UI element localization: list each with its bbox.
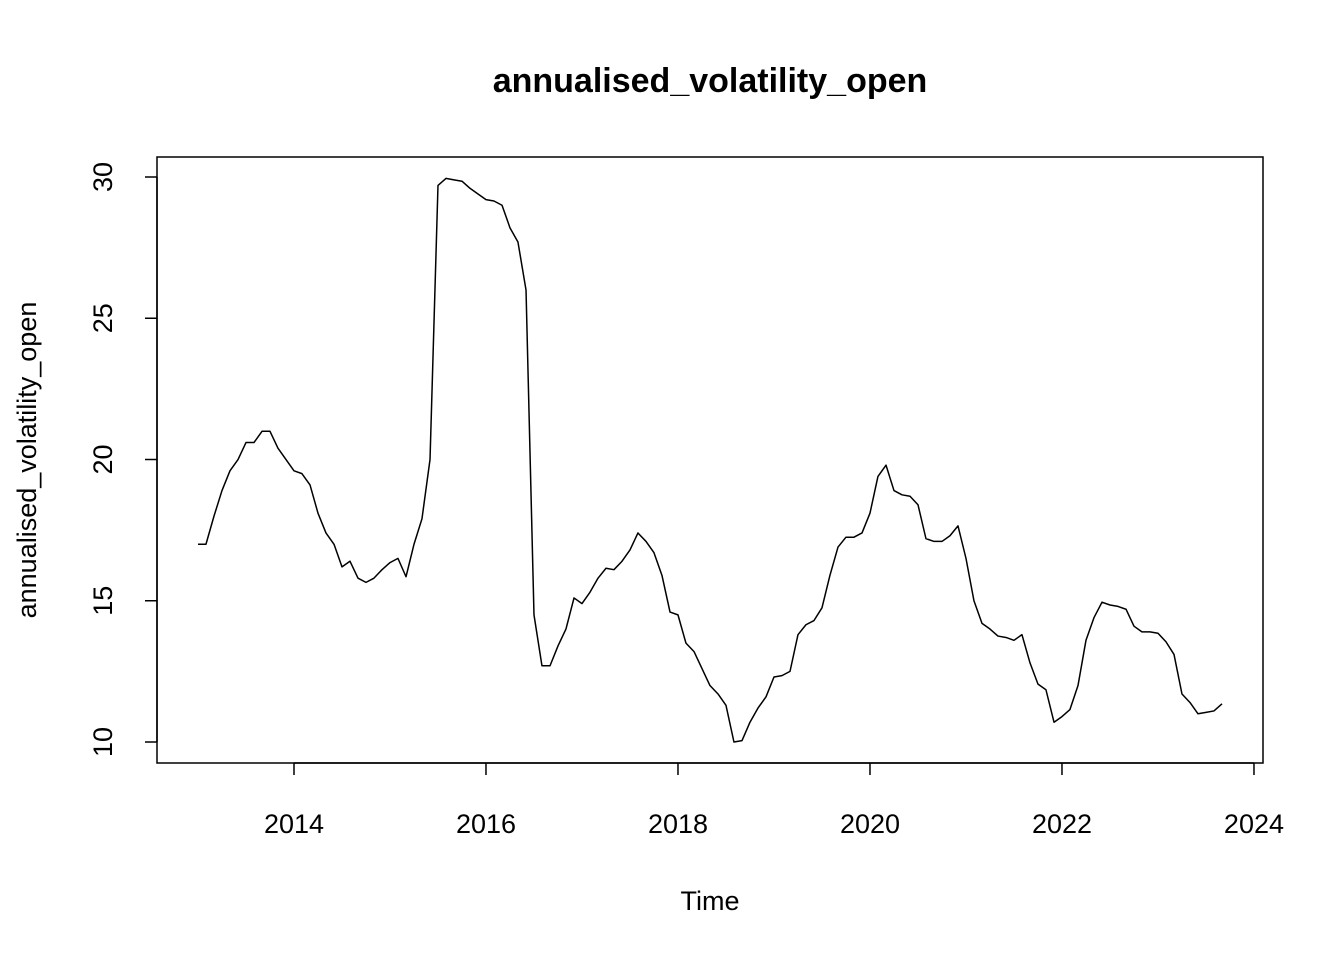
y-tick-label: 15	[88, 586, 118, 616]
y-tick-label: 25	[88, 303, 118, 333]
x-tick-label: 2022	[1032, 809, 1092, 839]
series-line	[197, 177, 1223, 743]
plot-box	[156, 156, 1264, 764]
y-tick-label: 20	[88, 444, 118, 474]
x-tick-label: 2016	[456, 809, 516, 839]
x-tick-label: 2014	[264, 809, 324, 839]
x-tick-label: 2024	[1224, 809, 1284, 839]
x-axis-label: Time	[681, 886, 740, 916]
y-axis-label: annualised_volatility_open	[12, 302, 42, 619]
chart-title: annualised_volatility_open	[493, 62, 928, 100]
x-tick-label: 2020	[840, 809, 900, 839]
y-tick-label: 30	[88, 162, 118, 192]
y-tick-label: 10	[88, 727, 118, 757]
x-tick-label: 2018	[648, 809, 708, 839]
